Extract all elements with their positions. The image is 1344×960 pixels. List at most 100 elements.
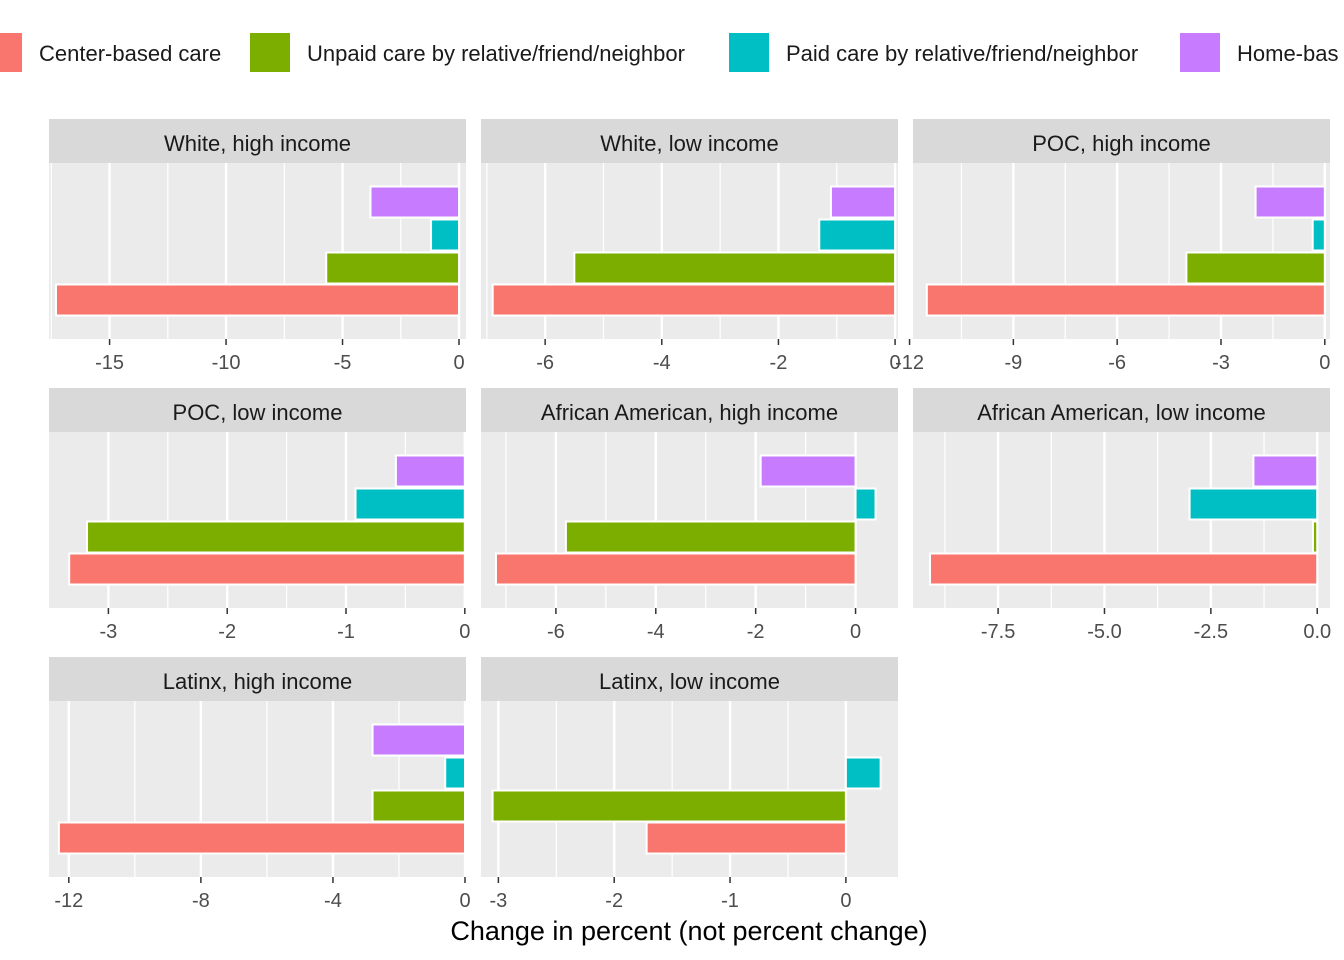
bar-1: [1311, 520, 1319, 554]
x-tick-label: 0: [459, 621, 470, 643]
x-tick-label: -5: [334, 352, 352, 374]
bar-1: [491, 789, 847, 823]
x-tick-label: -12: [895, 352, 924, 374]
bar-0: [925, 283, 1326, 317]
legend-label-0: Center-based care: [39, 41, 221, 66]
bar-2: [854, 487, 877, 521]
bar-3: [371, 723, 467, 757]
panel-title: White, low income: [600, 131, 779, 156]
x-tick-label: 0: [890, 352, 901, 374]
x-axis-title: Change in percent (not percent change): [450, 916, 927, 946]
x-tick-label: 0: [840, 890, 851, 912]
x-tick-label: -2: [770, 352, 788, 374]
x-tick-label: -3: [1212, 352, 1230, 374]
x-tick-label: 0: [459, 890, 470, 912]
x-tick-label: -12: [54, 890, 83, 912]
panel-2: POC, high income -12 -9 -6 -3 0: [895, 119, 1330, 374]
bar-0: [491, 283, 897, 317]
legend: Center-based care Unpaid care by relative…: [0, 33, 1338, 72]
x-tick-label: -3: [489, 890, 507, 912]
x-tick-label: -2: [605, 890, 623, 912]
x-tick-label: -1: [337, 621, 355, 643]
x-tick-label: -15: [95, 352, 124, 374]
bar-0: [54, 283, 461, 317]
legend-key-0: [0, 33, 22, 72]
legend-label-3: Home-bas: [1237, 41, 1338, 66]
bar-0: [57, 821, 467, 855]
panel-strip: [913, 388, 1330, 432]
panel-7: Latinx, low income -3 -2 -1 0: [481, 657, 898, 912]
x-tick-label: -4: [647, 621, 665, 643]
x-tick-label: -10: [212, 352, 241, 374]
bar-1: [564, 520, 857, 554]
panel-title: White, high income: [164, 131, 351, 156]
legend-key-2: [729, 33, 769, 72]
x-tick-label: -6: [547, 621, 565, 643]
bar-0: [929, 552, 1319, 586]
bar-1: [573, 251, 897, 285]
panel-1: White, low income -6 -4 -2 0: [481, 119, 901, 374]
panel-strip: [481, 388, 898, 432]
bar-2: [844, 756, 882, 790]
panel-title: Latinx, low income: [599, 669, 780, 694]
bar-3: [369, 185, 461, 219]
x-tick-label: -4: [653, 352, 671, 374]
x-tick-label: 0: [850, 621, 861, 643]
panel-strip: [49, 657, 466, 701]
bar-2: [354, 487, 466, 521]
panel-title: Latinx, high income: [163, 669, 353, 694]
x-tick-label: -5.0: [1087, 621, 1121, 643]
panel-3: POC, low income -3 -2 -1 0: [49, 388, 470, 643]
x-tick-label: 0: [453, 352, 464, 374]
bar-1: [325, 251, 461, 285]
x-tick-label: -9: [1004, 352, 1022, 374]
bar-3: [394, 454, 466, 488]
panel-title: POC, high income: [1032, 131, 1211, 156]
x-tick-label: -2: [218, 621, 236, 643]
x-tick-label: 0: [1319, 352, 1330, 374]
bar-2: [1188, 487, 1319, 521]
bar-3: [759, 454, 857, 488]
panel-5: African American, low income -7.5 -5.0 -2.5…: [913, 388, 1331, 643]
bar-1: [86, 520, 466, 554]
bar-3: [1254, 185, 1326, 219]
legend-key-3: [1180, 33, 1220, 72]
panel-title: African American, high income: [541, 400, 838, 425]
panel-strip: [481, 119, 898, 163]
legend-label-2: Paid care by relative/friend/neighbor: [786, 41, 1138, 66]
panel-strip: [49, 119, 466, 163]
bar-1: [371, 789, 467, 823]
legend-key-1: [250, 33, 290, 72]
x-tick-label: -6: [1108, 352, 1126, 374]
x-tick-label: -2: [747, 621, 765, 643]
panel-6: Latinx, high income -12 -8 -4 0: [49, 657, 471, 912]
x-tick-label: -8: [192, 890, 210, 912]
panel-strip: [913, 119, 1330, 163]
x-tick-label: -6: [536, 352, 554, 374]
x-tick-label: -1: [721, 890, 739, 912]
panel-strip: [481, 657, 898, 701]
panel-4: African American, high income -6 -4 -2 0: [481, 388, 898, 643]
x-tick-label: -3: [100, 621, 118, 643]
bar-2: [430, 218, 461, 252]
panel-0: White, high income -15 -10 -5 0: [49, 119, 466, 374]
bar-0: [494, 552, 857, 586]
bar-2: [818, 218, 897, 252]
legend-label-1: Unpaid care by relative/friend/neighbor: [307, 41, 685, 66]
x-tick-label: -4: [324, 890, 342, 912]
panel-title: African American, low income: [977, 400, 1266, 425]
bar-3: [829, 185, 897, 219]
bar-0: [645, 821, 847, 855]
bar-2: [444, 756, 467, 790]
x-tick-label: 0.0: [1303, 621, 1331, 643]
bar-0: [68, 552, 466, 586]
panel-title: POC, low income: [173, 400, 343, 425]
panel-strip: [49, 388, 466, 432]
bar-3: [1252, 454, 1319, 488]
x-tick-label: -7.5: [981, 621, 1015, 643]
bar-1: [1185, 251, 1326, 285]
bar-2: [1311, 218, 1326, 252]
x-tick-label: -2.5: [1194, 621, 1228, 643]
